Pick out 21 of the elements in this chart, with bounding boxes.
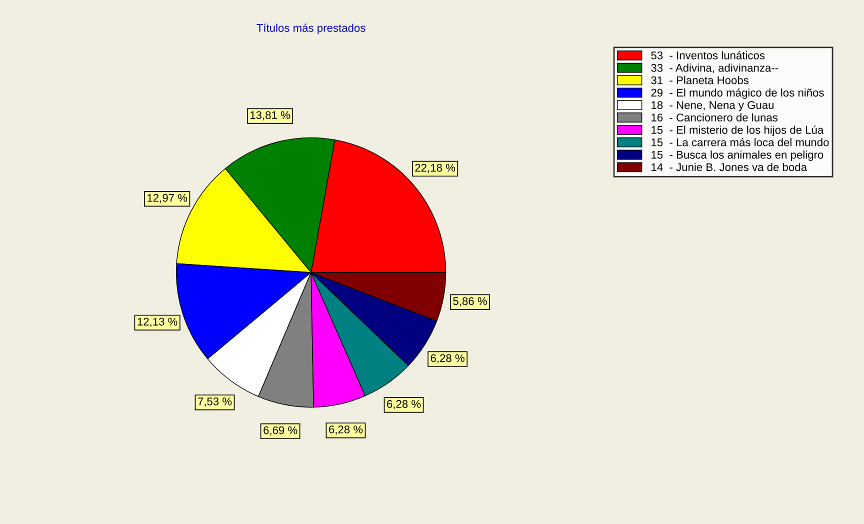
data-label: 13,81 % (250, 111, 290, 120)
legend-label: 29 - El mundo mágico de los niños (651, 88, 824, 99)
data-label: 7,53 % (198, 397, 232, 407)
legend-label: 53 - Inventos lunáticos (651, 51, 765, 60)
legend-label: 33 - Adivina, adivinanza-- (651, 64, 778, 74)
data-label: 5,86 % (453, 297, 487, 306)
legend-label: 31 - Planeta Hoobs (651, 76, 749, 84)
data-label: 12,97 % (148, 194, 188, 204)
data-label: 6,28 % (430, 354, 464, 364)
legend-label: 15 - La carrera más loca del mundo (652, 138, 829, 146)
legend-label: 16 - Cancionero de lunas (652, 113, 778, 122)
legend-label: 15 - Busca los animales en peligro (652, 150, 824, 161)
data-label: 6,69 % (264, 426, 298, 436)
chart-title: Títulos más prestados (256, 24, 366, 34)
data-label: 6,28 % (387, 400, 421, 410)
legend-label: 15 - El misterio de los hijos de Lúa (652, 126, 824, 136)
legend-label: 18 - Nene, Nena y Guau (652, 101, 774, 112)
data-label: 6,28 % (329, 426, 363, 435)
data-label: 22,18 % (415, 164, 456, 174)
legend-label: 14 - Junie B. Jones va de boda (652, 162, 807, 172)
data-label: 12,13 % (138, 318, 178, 327)
